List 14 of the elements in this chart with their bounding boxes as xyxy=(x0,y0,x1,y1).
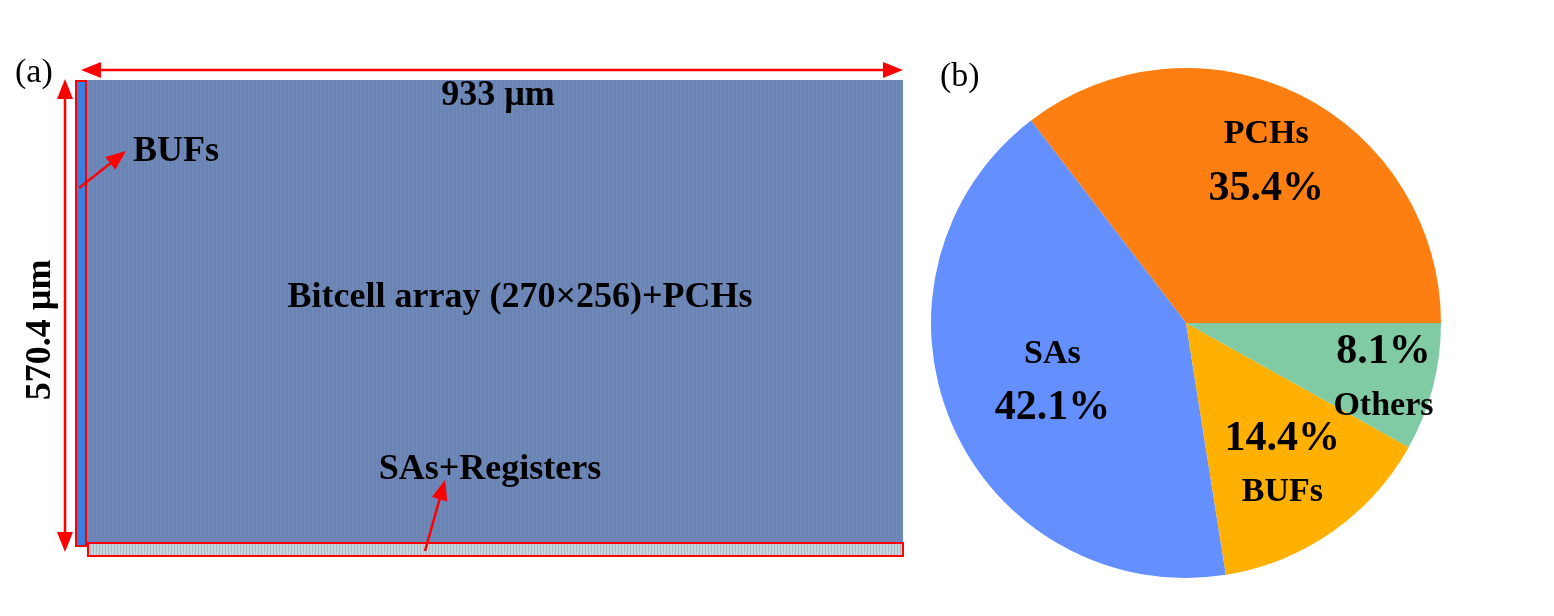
text: (a) xyxy=(15,51,53,90)
text: Bitcell array (270×256)+PCHs xyxy=(287,275,753,315)
text: SAs+Registers xyxy=(378,447,602,487)
data-label: 35.4% xyxy=(1208,162,1324,209)
slice-label: PCHs xyxy=(1223,113,1309,151)
chart-title: (b) xyxy=(940,55,980,94)
text: 933 µm xyxy=(441,73,555,113)
text: 570.4 µm xyxy=(18,259,58,401)
text: BUFs xyxy=(133,129,220,169)
data-label: 42.1% xyxy=(994,382,1111,429)
slice-label: BUFs xyxy=(1241,471,1323,509)
slice-label: SAs xyxy=(1024,332,1081,370)
data-label: 8.1% xyxy=(1336,326,1431,373)
data-label: 14.4% xyxy=(1224,413,1341,459)
